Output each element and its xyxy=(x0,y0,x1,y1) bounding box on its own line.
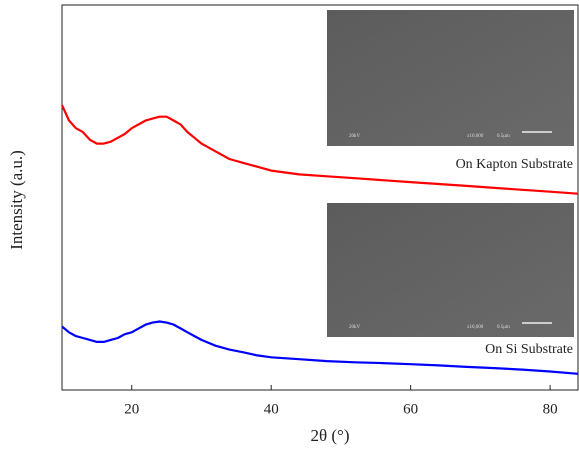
sem-image xyxy=(327,10,574,146)
sem-caption: 0.5μm xyxy=(497,325,510,330)
x-tick-label: 60 xyxy=(403,401,418,417)
sem-caption: 0.5μm xyxy=(497,134,510,139)
sem-caption: x10,000 xyxy=(467,325,484,330)
x-tick-label: 80 xyxy=(543,401,558,417)
x-axis-label: 2θ (°) xyxy=(310,426,349,445)
series-label: On Si Substrate xyxy=(485,342,573,357)
sem-caption: 20kV xyxy=(349,134,361,139)
data-line xyxy=(60,104,579,195)
x-tick-label: 40 xyxy=(264,401,279,417)
data-line xyxy=(61,320,579,375)
x-tick-label: 20 xyxy=(124,401,139,417)
plot-frame xyxy=(61,4,579,391)
sem-caption: 20kV xyxy=(349,325,361,330)
y-axis-label: Intensity (a.u.) xyxy=(7,150,26,250)
sem-image xyxy=(327,203,574,337)
series-label: On Kapton Substrate xyxy=(456,157,573,172)
sem-caption: x10,000 xyxy=(467,134,484,139)
